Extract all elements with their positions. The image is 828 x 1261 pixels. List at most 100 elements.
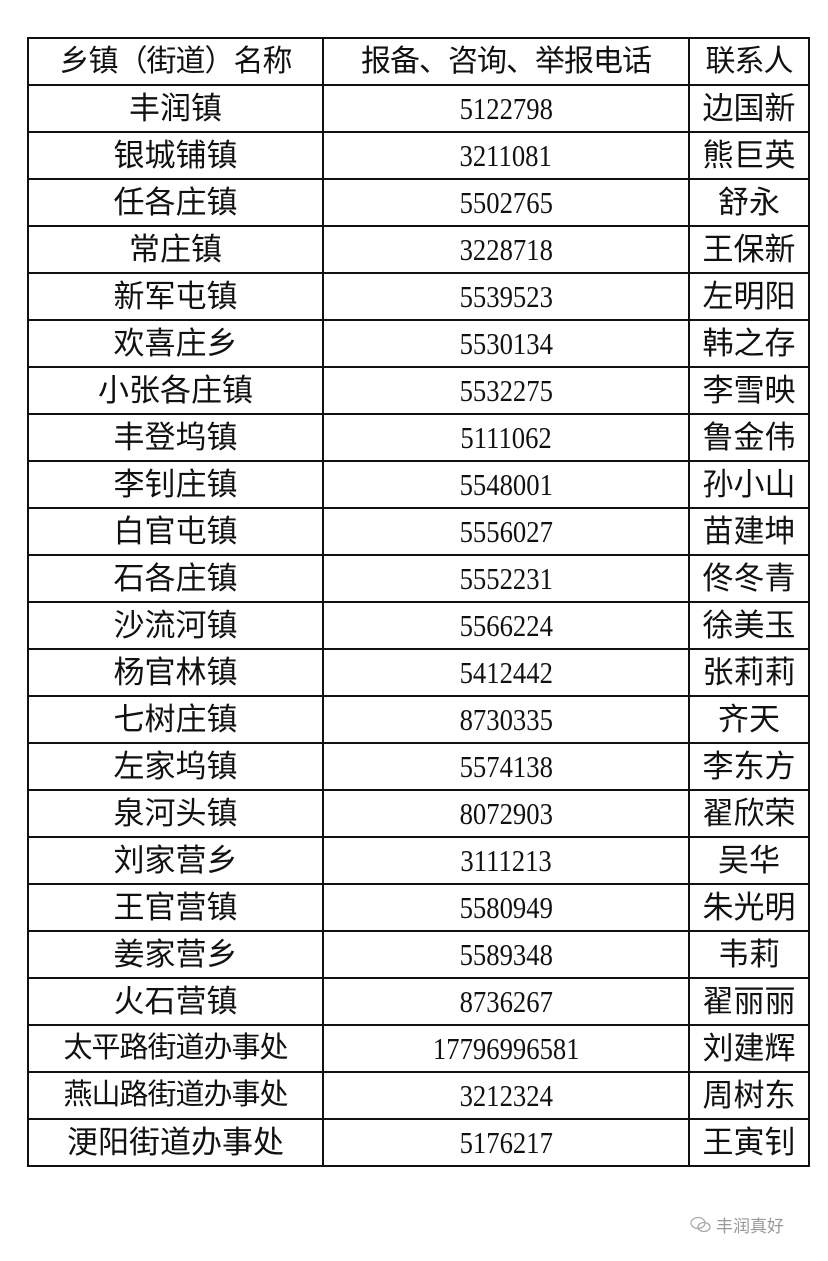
contact-person-cell: 刘建辉: [688, 1024, 810, 1073]
table-row: 欢喜庄乡 5530134 韩之存: [27, 319, 810, 368]
contact-person-cell: 翟欣荣: [688, 789, 810, 838]
phone-cell: 17796996581: [322, 1024, 690, 1073]
phone-number: 3212324: [459, 1078, 553, 1113]
contact-person-cell: 左明阳: [688, 272, 810, 321]
table-row: 王官营镇 5580949 朱光明: [27, 883, 810, 932]
town-name-cell: 泉河头镇: [27, 789, 324, 838]
phone-cell: 5574138: [322, 742, 690, 791]
contact-person-cell: 边国新: [688, 84, 810, 133]
contact-person-cell: 徐美玉: [688, 601, 810, 650]
phone-cell: 5539523: [322, 272, 690, 321]
phone-cell: 5566224: [322, 601, 690, 650]
table-row: 七树庄镇 8730335 齐天: [27, 695, 810, 744]
table-row: 石各庄镇 5552231 佟冬青: [27, 554, 810, 603]
phone-cell: 5122798: [322, 84, 690, 133]
town-name-cell: 杨官林镇: [27, 648, 324, 697]
town-name-cell: 王官营镇: [27, 883, 324, 932]
phone-number: 17796996581: [432, 1031, 580, 1066]
phone-number: 5552231: [459, 561, 553, 596]
phone-number: 8736267: [459, 984, 553, 1019]
phone-cell: 3212324: [322, 1071, 690, 1120]
phone-cell: 5552231: [322, 554, 690, 603]
contact-person-cell: 张莉莉: [688, 648, 810, 697]
phone-number: 5548001: [459, 467, 553, 502]
town-name-cell: 丰润镇: [27, 84, 324, 133]
contact-person-cell: 孙小山: [688, 460, 810, 509]
contact-person-cell: 王寅钊: [688, 1118, 810, 1167]
table-row: 银城铺镇 3211081 熊巨英: [27, 131, 810, 180]
phone-number: 5502765: [459, 185, 553, 220]
contact-person-cell: 朱光明: [688, 883, 810, 932]
phone-number: 3111213: [460, 843, 552, 878]
table-row: 燕山路街道办事处 3212324 周树东: [27, 1071, 810, 1120]
contact-person-cell: 鲁金伟: [688, 413, 810, 462]
header-name: 乡镇（街道）名称: [27, 37, 324, 86]
phone-number: 5556027: [459, 514, 553, 549]
table-row: 新军屯镇 5539523 左明阳: [27, 272, 810, 321]
town-name-cell: 白官屯镇: [27, 507, 324, 556]
contact-table: 乡镇（街道）名称 报备、咨询、举报电话 联系人 丰润镇 5122798 边国新 银城铺…: [27, 37, 810, 1167]
table-row: 丰登坞镇 5111062 鲁金伟: [27, 413, 810, 462]
phone-cell: 3211081: [322, 131, 690, 180]
table-row: 小张各庄镇 5532275 李雪映: [27, 366, 810, 415]
town-name-cell: 燕山路街道办事处: [27, 1071, 324, 1120]
phone-cell: 5111062: [322, 413, 690, 462]
header-phone: 报备、咨询、举报电话: [322, 37, 690, 86]
phone-cell: 8736267: [322, 977, 690, 1026]
contact-person-cell: 韩之存: [688, 319, 810, 368]
town-name-cell: 欢喜庄乡: [27, 319, 324, 368]
table-row: 姜家营乡 5589348 韦莉: [27, 930, 810, 979]
contact-person-cell: 佟冬青: [688, 554, 810, 603]
town-name-cell: 火石营镇: [27, 977, 324, 1026]
town-name-cell: 新军屯镇: [27, 272, 324, 321]
phone-number: 5111062: [460, 420, 552, 455]
phone-number: 5532275: [459, 373, 553, 408]
town-name-cell: 石各庄镇: [27, 554, 324, 603]
town-name-cell: 李钊庄镇: [27, 460, 324, 509]
town-name-cell: 左家坞镇: [27, 742, 324, 791]
phone-number: 5589348: [459, 937, 553, 972]
table-row: 左家坞镇 5574138 李东方: [27, 742, 810, 791]
phone-number: 3211081: [459, 138, 553, 173]
contact-person-cell: 韦莉: [688, 930, 810, 979]
contact-person-cell: 周树东: [688, 1071, 810, 1120]
town-name-cell: 刘家营乡: [27, 836, 324, 885]
phone-cell: 5412442: [322, 648, 690, 697]
table-row: 常庄镇 3228718 王保新: [27, 225, 810, 274]
phone-number: 8730335: [459, 702, 553, 737]
contact-person-cell: 李东方: [688, 742, 810, 791]
phone-cell: 5176217: [322, 1118, 690, 1167]
table-row: 泉河头镇 8072903 翟欣荣: [27, 789, 810, 838]
contact-person-cell: 苗建坤: [688, 507, 810, 556]
phone-number: 5539523: [459, 279, 553, 314]
table-row: 任各庄镇 5502765 舒永: [27, 178, 810, 227]
table-row: 丰润镇 5122798 边国新: [27, 84, 810, 133]
town-name-cell: 沙流河镇: [27, 601, 324, 650]
phone-number: 5574138: [459, 749, 553, 784]
contact-person-cell: 吴华: [688, 836, 810, 885]
phone-cell: 8730335: [322, 695, 690, 744]
wechat-icon: [690, 1216, 711, 1232]
phone-number: 5566224: [459, 608, 553, 643]
table-row: 火石营镇 8736267 翟丽丽: [27, 977, 810, 1026]
phone-cell: 5548001: [322, 460, 690, 509]
contact-person-cell: 熊巨英: [688, 131, 810, 180]
phone-cell: 5580949: [322, 883, 690, 932]
contact-person-cell: 齐天: [688, 695, 810, 744]
town-name-cell: 太平路街道办事处: [27, 1024, 324, 1073]
town-name-cell: 常庄镇: [27, 225, 324, 274]
watermark-text: 丰润真好: [716, 1217, 784, 1236]
phone-number: 5580949: [459, 890, 553, 925]
watermark: 丰润真好: [690, 1212, 784, 1237]
phone-number: 5122798: [459, 91, 553, 126]
contact-person-cell: 李雪映: [688, 366, 810, 415]
contact-person-cell: 舒永: [688, 178, 810, 227]
phone-cell: 5556027: [322, 507, 690, 556]
table-row: 刘家营乡 3111213 吴华: [27, 836, 810, 885]
phone-number: 3228718: [459, 232, 553, 267]
table-row: 沙流河镇 5566224 徐美玉: [27, 601, 810, 650]
table-row: 白官屯镇 5556027 苗建坤: [27, 507, 810, 556]
town-name-cell: 银城铺镇: [27, 131, 324, 180]
town-name-cell: 姜家营乡: [27, 930, 324, 979]
table-row: 李钊庄镇 5548001 孙小山: [27, 460, 810, 509]
